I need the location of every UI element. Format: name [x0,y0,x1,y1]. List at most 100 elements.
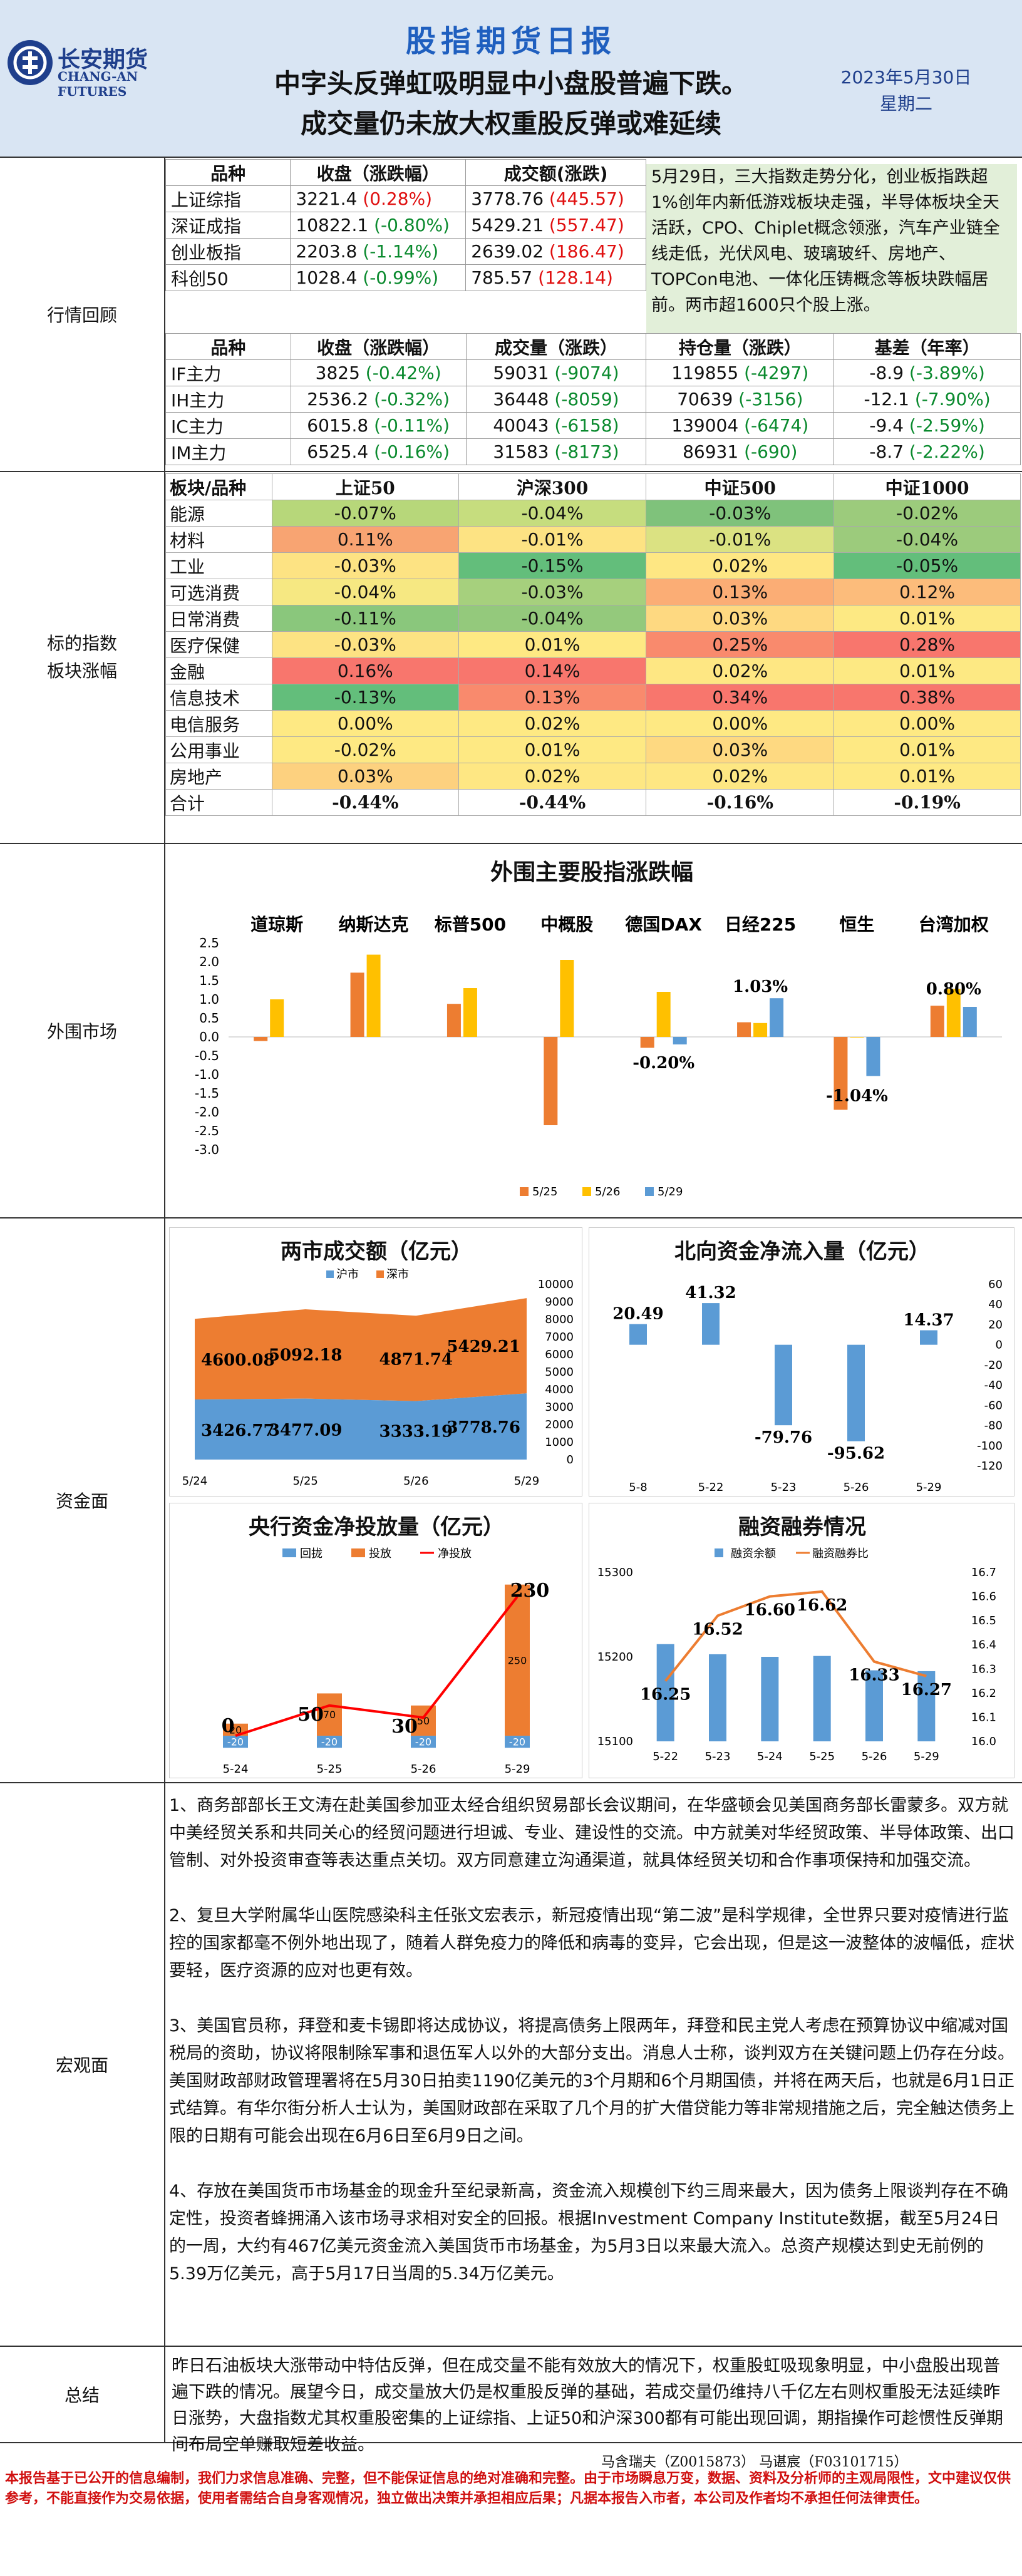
column-header: 基差（年率） [834,333,1021,360]
pboc-chart-panel: 央行资金净投放量（亿元） 回拢 投放 净投放 20 -20 5-24 70 -20 5-25 50… [169,1503,582,1778]
sector-change-cell: -0.03% [646,500,835,527]
net-label: 50 [297,1704,324,1726]
divider [0,1782,1022,1783]
spot-index-table: 品种 收盘（涨跌幅） 成交额(涨跌) 上证综指 3221.4 (0.28%) 377… [165,159,646,291]
volume-cell-change: (-9074) [554,363,619,383]
withdraw-bar [223,1736,248,1748]
y2-tick-label: 16.0 [971,1735,996,1748]
group-label: 日经225 [725,914,796,935]
sector-change-cell: -0.03% [271,631,459,658]
volume-cell-value: 31583 [493,441,549,462]
x-tick-label: 5/29 [514,1475,539,1488]
summary-text: 昨日石油板块大涨带动中特估反弹，但在成交量不能有效放大的情况下，权重股虹吸现象明… [172,2356,1003,2455]
basis-cell-change: (-2.59%) [909,415,985,436]
sector-change-cell: 0.03% [271,763,459,790]
sz-value-label: 4871.74 [379,1350,453,1369]
overseas-chart-panel: 外围主要股指涨跌幅 2.5 2.0 1.5 1.0 0.5 0.0 -0.5 -1.0 -1.5… [169,849,1014,1212]
y2-tick-label: 16.1 [971,1711,996,1724]
legend-swatch [376,1270,384,1278]
close-cell: 3221.4 (0.28%) [290,185,467,212]
turnover-change: (557.47) [549,215,624,235]
balance-bar [813,1656,831,1741]
legend-swatch [326,1270,334,1278]
total-label: 合计 [165,789,272,816]
close-cell-value: 6015.8 [307,415,369,436]
close-cell: 2536.2 (-0.32%) [290,386,467,413]
pboc-chart: 回拢 投放 净投放20-205-2470-205-2550-205-26250-20… [222,1547,550,1776]
close-cell-value: 2536.2 [307,389,369,410]
table-row: 创业板指 2203.8 (-1.14%) 2639.02 (186.47) [165,238,646,265]
y-tick-label: 6000 [545,1348,574,1361]
close-cell-change: (-0.42%) [365,363,441,383]
balance-bar [656,1644,674,1741]
data-label: -79.76 [755,1428,812,1447]
volume-cell-value: 40043 [493,415,549,436]
table-row: IM主力 6525.4 (-0.16%) 31583 (-8173) 86931 (-… [165,438,1021,465]
table-row: 材料 0.11% -0.01% -0.01% -0.04% [165,526,1021,553]
sector-change-cell: 0.00% [271,710,459,737]
turnover-cell: 785.57 (128.14) [465,264,646,291]
sz-value-label: 4600.08 [201,1351,275,1370]
inject-label: 20 [229,1724,242,1736]
y-tick-label: 15200 [597,1651,633,1664]
report-weekday: 星期二 [879,93,932,114]
sector-name: 日常消费 [165,605,272,632]
sector-name: 材料 [165,526,272,553]
table-row: 信息技术 -0.13% 0.13% 0.34% 0.38% [165,684,1021,711]
close-change: (-0.99%) [363,267,439,288]
overseas-bar [350,972,364,1037]
sector-change-cell: 0.03% [646,605,835,632]
northbound-bar [629,1324,647,1345]
divider [0,2442,1022,2443]
overseas-bar [544,1037,558,1125]
sector-change-cell: 0.12% [834,579,1021,605]
macro-paragraph-4: 4、存放在美国货币市场基金的现金升至纪录新高，资金流入规模创下约三周来最大，因为… [169,2182,1009,2284]
report-date: 2023年5月30日 [840,67,972,88]
turnover-chart-title: 两市成交额（亿元） [281,1239,472,1264]
column-header: 品种 [165,333,291,360]
volume-cell-change: (-8173) [554,441,619,462]
x-tick-label: 5-26 [844,1481,869,1494]
volume-cell-change: (-8059) [554,389,619,410]
overseas-bar [463,988,477,1037]
x-tick-label: 5-22 [653,1750,678,1763]
section-label-market-review: 行情回顾 [46,305,117,326]
open-interest-cell-change: (-3156) [738,389,803,410]
volume-cell-change: (-6158) [554,415,619,436]
sector-name: 医疗保健 [165,631,272,658]
overseas-bar [834,1037,848,1110]
data-label: -1.04% [826,1086,888,1105]
y-tick-label: -120 [977,1460,1003,1473]
volume-cell-value: 59031 [493,363,549,383]
sz-area [195,1298,527,1401]
y-tick-label: 20 [988,1318,1003,1331]
sector-change-cell: 0.01% [834,605,1021,632]
y2-tick-label: 16.5 [971,1614,996,1627]
northbound-bar [702,1303,720,1345]
table-row: 工业 -0.03% -0.15% 0.02% -0.05% [165,552,1021,579]
volume-cell: 59031 (-9074) [465,359,647,386]
close-cell-change: (-0.32%) [374,389,450,410]
y2-tick-label: 16.2 [971,1687,996,1700]
turnover-value: 2639.02 [471,241,544,262]
index-name: 科创50 [165,264,291,291]
inject-bar [317,1693,342,1736]
sector-change-cell: -0.04% [458,500,647,527]
sector-name: 金融 [165,657,272,684]
basis-cell-value: -8.7 [869,441,904,462]
divider [164,157,165,2442]
section-label-summary: 总结 [64,2385,100,2406]
index-name: 创业板指 [165,238,291,265]
withdraw-label: -20 [509,1736,525,1748]
open-interest-cell: 119855 (-4297) [646,359,835,386]
northbound-bar [920,1330,937,1345]
sector-change-cell: -0.04% [271,579,459,605]
y-tick-label: -3.0 [195,1142,219,1157]
close-cell: 6525.4 (-0.16%) [290,438,467,465]
futures-table: 品种 收盘（涨跌幅） 成交量（涨跌） 持仓量（涨跌） 基差（年率） IF主力 38… [165,333,1021,465]
divider [0,2346,1022,2347]
y-tick-label: 1.5 [199,973,219,988]
legend-label: 5/25 [532,1185,557,1198]
overseas-bar [753,1023,768,1037]
column-header: 品种 [165,159,291,186]
